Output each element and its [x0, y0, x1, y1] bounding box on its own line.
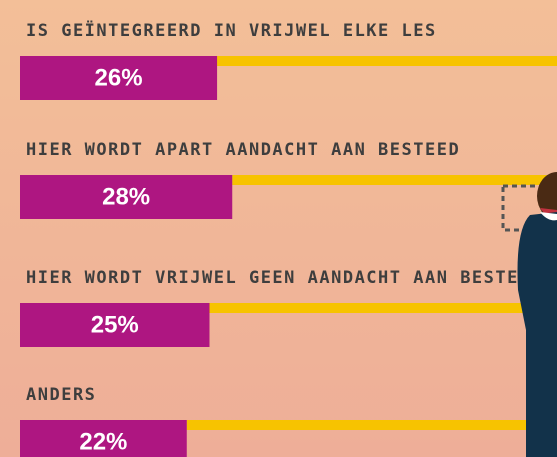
category-label: IS GEÏNTEGREERD IN VRIJWEL ELKE LES: [26, 19, 437, 41]
category-label: HIER WORDT APART AANDACHT AAN BESTEED: [26, 140, 460, 160]
bar-track: [209, 303, 557, 313]
person-illustration: [501, 172, 557, 457]
category-label: ANDERS: [26, 385, 96, 405]
bar-track: [217, 56, 557, 66]
bar: [20, 303, 210, 347]
bar: [20, 420, 187, 457]
value-label: 22%: [79, 428, 127, 455]
value-label: 28%: [102, 183, 150, 210]
bar-track: [232, 175, 557, 185]
value-label: 26%: [95, 64, 143, 91]
shirt: [540, 212, 557, 221]
bar: [20, 56, 218, 100]
bar: [20, 175, 233, 219]
head: [537, 172, 557, 220]
body: [517, 212, 557, 457]
value-label: 25%: [91, 311, 139, 338]
bar-track: [186, 420, 557, 430]
bars: IS GEÏNTEGREERD IN VRIJWEL ELKE LES 26% HI…: [20, 19, 557, 457]
category-label: HIER WORDT VRIJWEL GEEN AANDACHT AAN BES…: [26, 268, 542, 288]
